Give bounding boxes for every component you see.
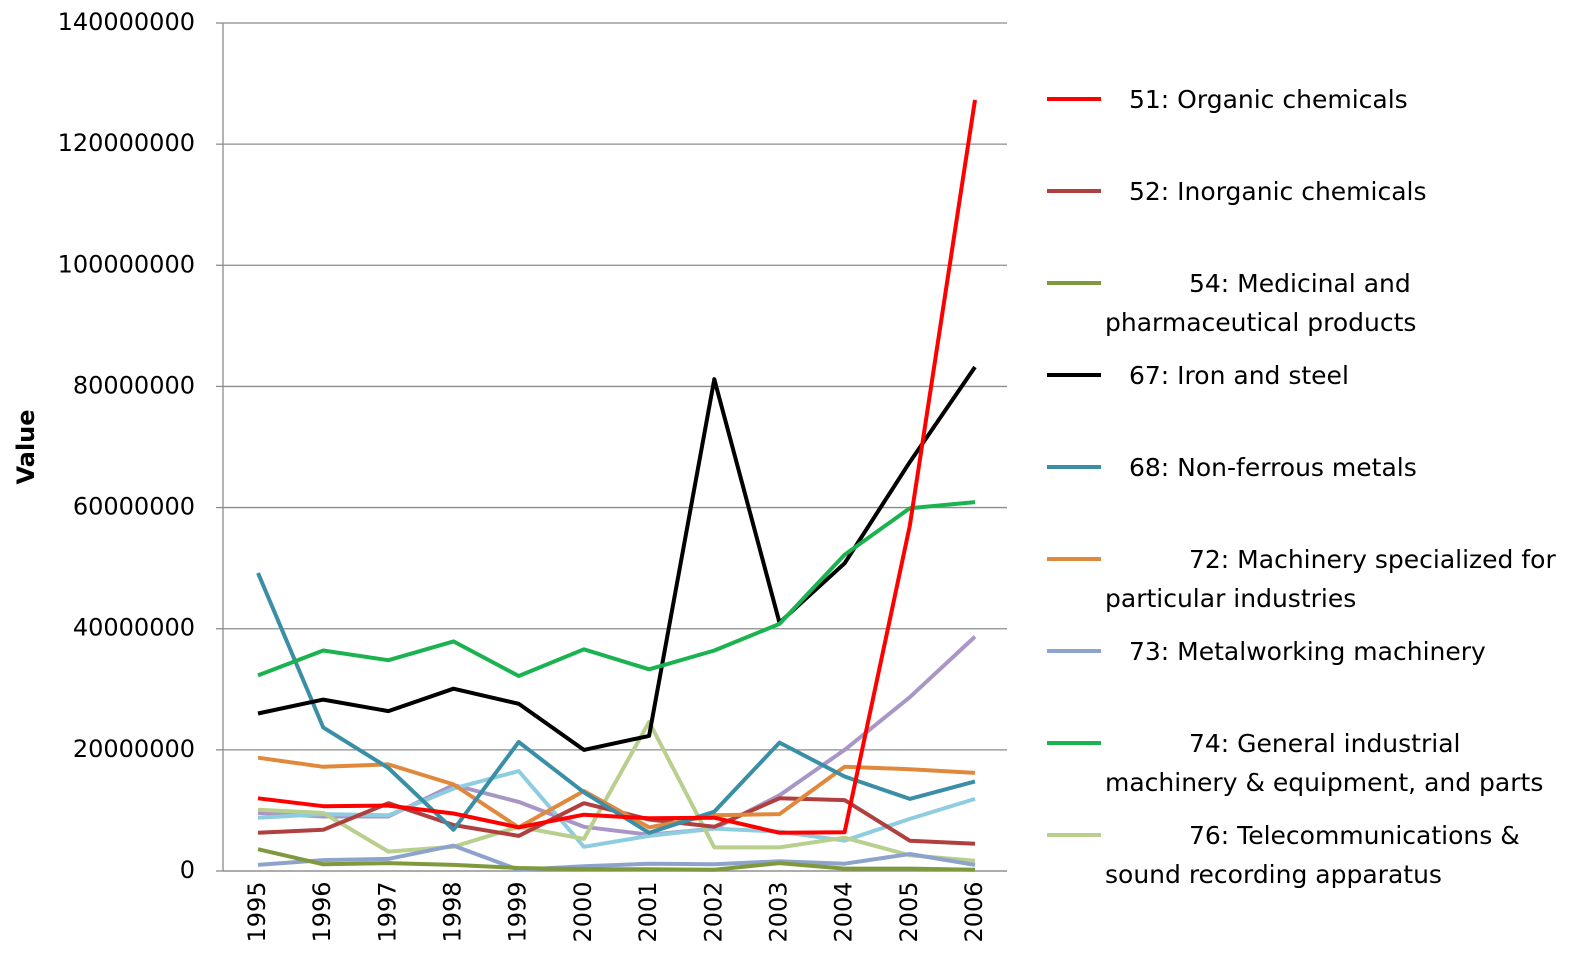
legend-swatch xyxy=(1047,649,1101,653)
legend-entry: 54: Medicinal and pharmaceutical product… xyxy=(1045,264,1575,342)
legend-label: 74: General industrial machinery & equip… xyxy=(1105,729,1544,797)
legend-label: 52: Inorganic chemicals xyxy=(1129,177,1427,206)
x-tick-label: 1997 xyxy=(373,881,401,942)
y-tick-label: 0 xyxy=(180,856,195,884)
legend-swatch xyxy=(1047,97,1101,101)
legend-swatch xyxy=(1047,465,1101,469)
series-line xyxy=(257,769,976,849)
legend-entry: 74: General industrial machinery & equip… xyxy=(1045,724,1575,802)
legend-label: 72: Machinery specialized for particular… xyxy=(1105,545,1556,613)
y-tick-label: 80000000 xyxy=(73,371,195,399)
series-line xyxy=(257,843,976,872)
y-tick-label: 60000000 xyxy=(73,493,195,521)
legend-entry: 68: Non-ferrous metals xyxy=(1045,448,1575,487)
legend-label: 68: Non-ferrous metals xyxy=(1129,453,1417,482)
legend-entry: 67: Iron and steel xyxy=(1045,356,1575,395)
legend-label: 76: Telecommunications & sound recording… xyxy=(1105,821,1520,889)
legend-swatch xyxy=(1047,833,1101,837)
series-line xyxy=(257,755,976,830)
legend-label: 54: Medicinal and pharmaceutical product… xyxy=(1105,269,1417,337)
y-tick-label: 120000000 xyxy=(58,129,195,157)
legend-label: 73: Metalworking machinery xyxy=(1129,637,1486,666)
legend-swatch xyxy=(1047,557,1101,561)
series-line xyxy=(257,720,976,863)
y-tick-label: 100000000 xyxy=(58,250,195,278)
series-line xyxy=(257,847,976,872)
series-line xyxy=(257,500,976,678)
legend-entry: 52: Inorganic chemicals xyxy=(1045,172,1575,211)
series-line xyxy=(256,572,976,835)
x-tick-label: 2006 xyxy=(960,881,988,942)
y-tick-label: 20000000 xyxy=(73,735,195,763)
legend-entry: 72: Machinery specialized for particular… xyxy=(1045,540,1575,618)
legend-entry: 76: Telecommunications & sound recording… xyxy=(1045,816,1575,894)
x-tick-label: 2003 xyxy=(764,881,792,942)
x-tick-label: 1998 xyxy=(439,881,467,942)
legend-entry: 51: Organic chemicals xyxy=(1045,80,1575,119)
x-tick-label: 2005 xyxy=(895,881,923,942)
legend-swatch xyxy=(1047,373,1101,377)
x-tick-label: 2000 xyxy=(569,881,597,942)
legend-entry: 73: Metalworking machinery xyxy=(1045,632,1575,671)
legend-swatch xyxy=(1047,189,1101,193)
x-tick-label: 1999 xyxy=(504,881,532,942)
legend-label: 51: Organic chemicals xyxy=(1129,85,1408,114)
x-tick-label: 1995 xyxy=(243,881,271,942)
series-line xyxy=(257,365,977,752)
legend-swatch xyxy=(1047,281,1101,285)
y-tick-label: 140000000 xyxy=(58,8,195,36)
legend-swatch xyxy=(1047,741,1101,745)
y-axis-title: Value xyxy=(12,409,40,484)
legend-label: 67: Iron and steel xyxy=(1129,361,1349,390)
x-tick-label: 2002 xyxy=(699,881,727,942)
x-tick-label: 2004 xyxy=(830,881,858,942)
y-tick-label: 40000000 xyxy=(73,614,195,642)
x-tick-label: 1996 xyxy=(308,881,336,942)
series-line xyxy=(257,99,977,835)
x-tick-label: 2001 xyxy=(634,881,662,942)
